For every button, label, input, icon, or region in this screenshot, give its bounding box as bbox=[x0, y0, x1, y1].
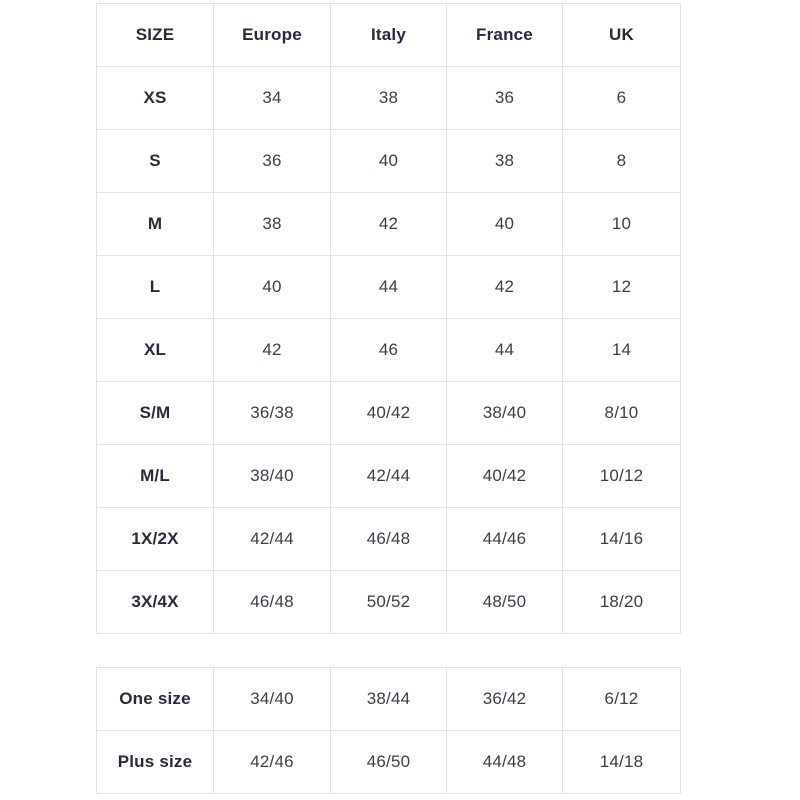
primary-table-body: XS 34 38 36 6 S 36 40 38 8 M 38 42 40 10 bbox=[96, 66, 681, 634]
europe-value: 34/40 bbox=[213, 667, 331, 731]
size-label: M/L bbox=[96, 444, 214, 508]
italy-value: 46 bbox=[330, 318, 447, 382]
france-value: 44/46 bbox=[446, 507, 563, 571]
uk-value: 12 bbox=[562, 255, 681, 319]
table-row: M/L 38/40 42/44 40/42 10/12 bbox=[96, 444, 681, 508]
france-value: 48/50 bbox=[446, 570, 563, 634]
size-label: One size bbox=[96, 667, 214, 731]
france-value: 36/42 bbox=[446, 667, 563, 731]
table-row: M 38 42 40 10 bbox=[96, 192, 681, 256]
uk-value: 6/12 bbox=[562, 667, 681, 731]
uk-value: 8 bbox=[562, 129, 681, 193]
table-row: 1X/2X 42/44 46/48 44/46 14/16 bbox=[96, 507, 681, 571]
france-value: 44/48 bbox=[446, 730, 563, 794]
france-value: 42 bbox=[446, 255, 563, 319]
table-row: XL 42 46 44 14 bbox=[96, 318, 681, 382]
europe-value: 42 bbox=[213, 318, 331, 382]
italy-value: 40/42 bbox=[330, 381, 447, 445]
secondary-size-table: One size 34/40 38/44 36/42 6/12 Plus siz… bbox=[96, 667, 681, 794]
size-label: XS bbox=[96, 66, 214, 130]
size-label: S bbox=[96, 129, 214, 193]
france-value: 38 bbox=[446, 129, 563, 193]
france-value: 38/40 bbox=[446, 381, 563, 445]
size-label: Plus size bbox=[96, 730, 214, 794]
europe-value: 38/40 bbox=[213, 444, 331, 508]
size-label: 1X/2X bbox=[96, 507, 214, 571]
size-label: S/M bbox=[96, 381, 214, 445]
italy-value: 50/52 bbox=[330, 570, 447, 634]
table-row: L 40 44 42 12 bbox=[96, 255, 681, 319]
italy-value: 46/50 bbox=[330, 730, 447, 794]
italy-value: 46/48 bbox=[330, 507, 447, 571]
table-row: S 36 40 38 8 bbox=[96, 129, 681, 193]
italy-value: 42/44 bbox=[330, 444, 447, 508]
table-row: XS 34 38 36 6 bbox=[96, 66, 681, 130]
uk-value: 14/16 bbox=[562, 507, 681, 571]
table-row: One size 34/40 38/44 36/42 6/12 bbox=[96, 667, 681, 731]
table-row: Plus size 42/46 46/50 44/48 14/18 bbox=[96, 730, 681, 794]
table-row: 3X/4X 46/48 50/52 48/50 18/20 bbox=[96, 570, 681, 634]
france-value: 40 bbox=[446, 192, 563, 256]
italy-value: 42 bbox=[330, 192, 447, 256]
size-label: L bbox=[96, 255, 214, 319]
italy-value: 38/44 bbox=[330, 667, 447, 731]
size-label: XL bbox=[96, 318, 214, 382]
column-header-size: SIZE bbox=[96, 3, 214, 67]
france-value: 36 bbox=[446, 66, 563, 130]
primary-size-table: SIZE Europe Italy France UK XS 34 38 36 … bbox=[96, 3, 681, 634]
size-label: M bbox=[96, 192, 214, 256]
europe-value: 36/38 bbox=[213, 381, 331, 445]
uk-value: 14/18 bbox=[562, 730, 681, 794]
europe-value: 40 bbox=[213, 255, 331, 319]
column-header-italy: Italy bbox=[330, 3, 447, 67]
europe-value: 46/48 bbox=[213, 570, 331, 634]
uk-value: 10/12 bbox=[562, 444, 681, 508]
uk-value: 18/20 bbox=[562, 570, 681, 634]
europe-value: 38 bbox=[213, 192, 331, 256]
italy-value: 38 bbox=[330, 66, 447, 130]
uk-value: 6 bbox=[562, 66, 681, 130]
italy-value: 44 bbox=[330, 255, 447, 319]
secondary-table-body: One size 34/40 38/44 36/42 6/12 Plus siz… bbox=[96, 667, 681, 794]
italy-value: 40 bbox=[330, 129, 447, 193]
europe-value: 42/44 bbox=[213, 507, 331, 571]
table-header-row: SIZE Europe Italy France UK bbox=[96, 3, 681, 67]
uk-value: 10 bbox=[562, 192, 681, 256]
size-label: 3X/4X bbox=[96, 570, 214, 634]
primary-table-header: SIZE Europe Italy France UK bbox=[96, 3, 681, 67]
europe-value: 34 bbox=[213, 66, 331, 130]
table-row: S/M 36/38 40/42 38/40 8/10 bbox=[96, 381, 681, 445]
column-header-france: France bbox=[446, 3, 563, 67]
uk-value: 14 bbox=[562, 318, 681, 382]
column-header-europe: Europe bbox=[213, 3, 331, 67]
uk-value: 8/10 bbox=[562, 381, 681, 445]
france-value: 44 bbox=[446, 318, 563, 382]
europe-value: 36 bbox=[213, 129, 331, 193]
column-header-uk: UK bbox=[562, 3, 681, 67]
europe-value: 42/46 bbox=[213, 730, 331, 794]
france-value: 40/42 bbox=[446, 444, 563, 508]
